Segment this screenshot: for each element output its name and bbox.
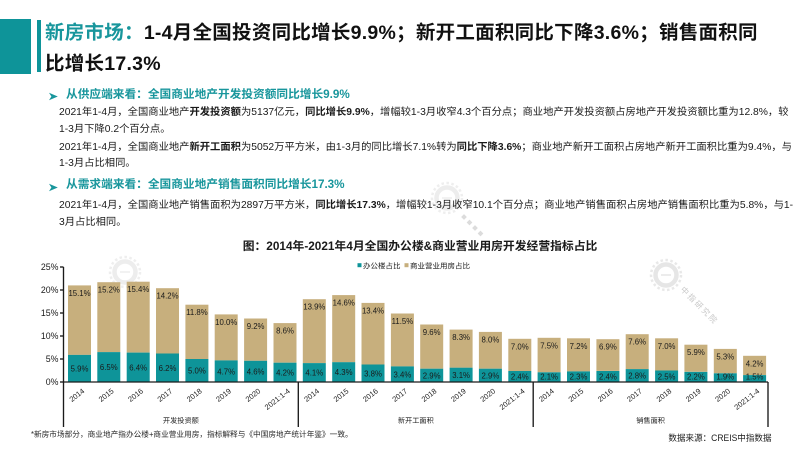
- svg-text:2.4%: 2.4%: [599, 373, 617, 382]
- svg-text:15.2%: 15.2%: [98, 286, 120, 295]
- svg-text:4.2%: 4.2%: [276, 368, 294, 377]
- svg-text:11.5%: 11.5%: [392, 317, 414, 326]
- svg-text:2014: 2014: [68, 386, 87, 403]
- svg-text:10%: 10%: [41, 331, 59, 341]
- svg-text:2016: 2016: [361, 386, 380, 403]
- svg-text:5.3%: 5.3%: [716, 352, 734, 361]
- svg-text:2017: 2017: [156, 386, 175, 403]
- svg-text:15.1%: 15.1%: [68, 289, 90, 298]
- svg-text:2017: 2017: [625, 386, 644, 403]
- svg-text:2.4%: 2.4%: [511, 373, 529, 382]
- svg-text:13.4%: 13.4%: [362, 306, 384, 315]
- svg-text:6.4%: 6.4%: [129, 363, 147, 372]
- svg-text:20%: 20%: [41, 285, 59, 295]
- svg-text:2.8%: 2.8%: [628, 372, 646, 381]
- svg-text:1.9%: 1.9%: [716, 373, 734, 382]
- svg-text:图：2014年-2021年4月全国办公楼&商业营业用房开发经: 图：2014年-2021年4月全国办公楼&商业营业用房开发经营指标占比: [243, 239, 598, 253]
- svg-text:9.6%: 9.6%: [423, 328, 441, 337]
- svg-text:14.6%: 14.6%: [333, 299, 355, 308]
- svg-text:2019: 2019: [214, 386, 233, 403]
- svg-text:7.0%: 7.0%: [511, 342, 529, 351]
- svg-text:14.2%: 14.2%: [156, 292, 178, 301]
- svg-text:9.2%: 9.2%: [247, 322, 265, 331]
- svg-text:办公楼占比: 办公楼占比: [363, 262, 401, 271]
- svg-text:2021:1-4: 2021:1-4: [263, 386, 292, 411]
- svg-text:2020: 2020: [478, 386, 497, 403]
- svg-text:7.0%: 7.0%: [658, 342, 676, 351]
- svg-text:3.1%: 3.1%: [452, 371, 470, 380]
- svg-text:4.6%: 4.6%: [247, 368, 265, 377]
- svg-text:2021:1-4: 2021:1-4: [732, 386, 761, 411]
- svg-text:销售面积: 销售面积: [636, 416, 665, 425]
- svg-text:2014: 2014: [302, 386, 321, 403]
- svg-text:2015: 2015: [567, 386, 586, 403]
- svg-text:2018: 2018: [420, 386, 439, 403]
- svg-text:新开工面积: 新开工面积: [398, 416, 434, 425]
- svg-text:7.5%: 7.5%: [540, 341, 558, 350]
- svg-text:8.6%: 8.6%: [276, 327, 294, 336]
- svg-text:4.1%: 4.1%: [305, 369, 323, 378]
- svg-text:2020: 2020: [713, 386, 732, 403]
- svg-text:2016: 2016: [126, 386, 145, 403]
- svg-text:0%: 0%: [46, 377, 59, 387]
- svg-text:2.9%: 2.9%: [482, 371, 500, 380]
- svg-text:7.2%: 7.2%: [570, 342, 588, 351]
- svg-text:15.4%: 15.4%: [127, 285, 149, 294]
- svg-text:11.8%: 11.8%: [186, 308, 208, 317]
- svg-text:5.9%: 5.9%: [687, 348, 705, 357]
- svg-text:2020: 2020: [244, 386, 263, 403]
- svg-text:3.8%: 3.8%: [364, 369, 382, 378]
- svg-text:2016: 2016: [596, 386, 615, 403]
- svg-text:3.4%: 3.4%: [394, 370, 412, 379]
- svg-text:4.7%: 4.7%: [217, 367, 235, 376]
- svg-text:开发投资额: 开发投资额: [163, 416, 199, 425]
- svg-text:1.5%: 1.5%: [746, 373, 764, 382]
- svg-text:2019: 2019: [684, 386, 703, 403]
- svg-text:6.9%: 6.9%: [599, 343, 617, 352]
- svg-text:2.2%: 2.2%: [687, 373, 705, 382]
- svg-text:4.3%: 4.3%: [335, 368, 353, 377]
- svg-text:2015: 2015: [332, 386, 351, 403]
- svg-text:8.0%: 8.0%: [482, 335, 500, 344]
- svg-text:2.9%: 2.9%: [423, 371, 441, 380]
- svg-text:4.2%: 4.2%: [746, 359, 764, 368]
- svg-text:25%: 25%: [41, 262, 59, 272]
- svg-text:5%: 5%: [46, 354, 59, 364]
- svg-text:商业营业用房占比: 商业营业用房占比: [410, 262, 470, 271]
- svg-text:2018: 2018: [655, 386, 674, 403]
- svg-text:10.0%: 10.0%: [215, 318, 237, 327]
- svg-text:6.2%: 6.2%: [159, 364, 177, 373]
- svg-text:2015: 2015: [97, 386, 116, 403]
- svg-text:2021:1-4: 2021:1-4: [498, 386, 527, 411]
- svg-text:2017: 2017: [390, 386, 409, 403]
- svg-text:2.1%: 2.1%: [540, 373, 558, 382]
- svg-text:6.5%: 6.5%: [100, 363, 118, 372]
- svg-text:5.9%: 5.9%: [71, 365, 89, 374]
- svg-text:2018: 2018: [185, 386, 204, 403]
- svg-text:2.5%: 2.5%: [658, 372, 676, 381]
- svg-text:8.3%: 8.3%: [452, 333, 470, 342]
- svg-text:15%: 15%: [41, 308, 59, 318]
- svg-text:5.0%: 5.0%: [188, 367, 206, 376]
- svg-text:13.9%: 13.9%: [303, 303, 325, 312]
- svg-text:2019: 2019: [449, 386, 468, 403]
- svg-text:2.3%: 2.3%: [570, 373, 588, 382]
- svg-text:2014: 2014: [537, 386, 556, 403]
- svg-text:7.6%: 7.6%: [628, 338, 646, 347]
